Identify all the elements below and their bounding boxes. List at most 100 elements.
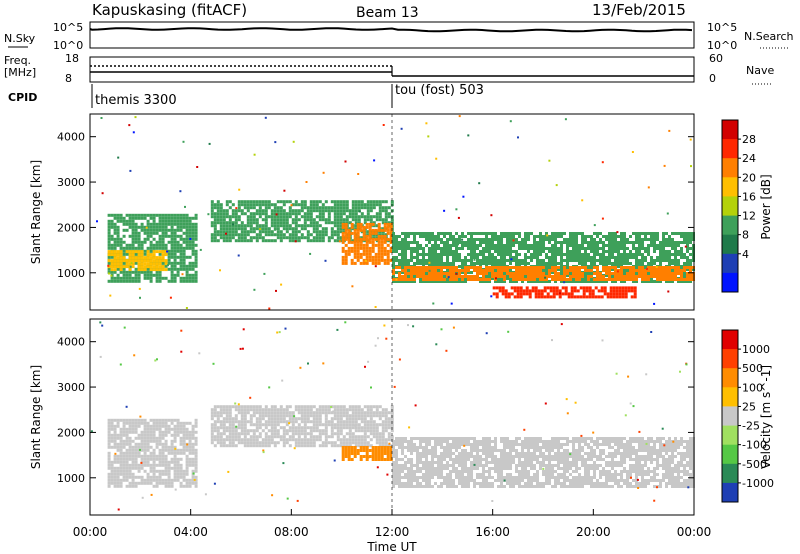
echo-cell (416, 272, 419, 275)
echo-cell (173, 249, 177, 253)
echo-cell (318, 209, 322, 213)
echo-cell (551, 262, 554, 265)
echo-cell (255, 239, 259, 243)
echo-cell (485, 247, 488, 250)
echo-cell (365, 240, 369, 244)
echo-cell (137, 243, 141, 247)
echo-cell (222, 405, 226, 409)
echo-dot (134, 116, 137, 119)
echo-cell (122, 469, 126, 473)
echo-cell (128, 268, 132, 272)
echo-cell (264, 426, 268, 430)
echo-cell (365, 261, 369, 265)
echo-cell (482, 280, 485, 283)
echo-cell (501, 292, 505, 296)
echo-cell (506, 269, 509, 272)
echo-cell (333, 423, 337, 427)
echo-cell (357, 215, 361, 219)
echo-cell (128, 448, 132, 452)
echo-cell (113, 478, 117, 482)
echo-cell (303, 218, 307, 222)
echo-cell (128, 250, 132, 254)
echo-dot (294, 240, 297, 243)
echo-cell (170, 460, 174, 464)
echo-cell (170, 433, 174, 437)
echo-cell (347, 249, 351, 253)
echo-cell (222, 212, 226, 216)
echo-cell (219, 227, 223, 231)
echo-cell (608, 269, 611, 272)
echo-cell (152, 472, 156, 476)
echo-cell (344, 243, 348, 247)
echo-cell (431, 244, 434, 247)
echo-cell (372, 215, 376, 219)
echo-cell (497, 250, 500, 253)
echo-cell (353, 240, 357, 244)
echo-cell (261, 423, 265, 427)
echo-cell (237, 441, 241, 445)
echo-cell (140, 448, 144, 452)
echo-cell (650, 244, 653, 247)
echo-cell (395, 259, 398, 262)
echo-dot (374, 306, 377, 308)
echo-cell (416, 461, 419, 464)
echo-cell (107, 270, 111, 274)
echo-cell (365, 237, 369, 241)
echo-cell (113, 475, 117, 479)
echo-cell (182, 469, 186, 473)
echo-cell (365, 446, 369, 449)
echo-cell (594, 295, 598, 299)
echo-cell (336, 420, 340, 424)
echo-cell (237, 426, 241, 430)
echo-cell (261, 239, 265, 243)
echo-cell (515, 280, 518, 283)
echo-cell (384, 218, 388, 222)
echo-cell (372, 203, 376, 207)
echo-cell (179, 427, 183, 431)
echo-cell (410, 485, 413, 488)
echo-dot (490, 214, 493, 217)
echo-cell (431, 280, 434, 283)
echo-cell (584, 262, 587, 265)
echo-cell (158, 478, 162, 482)
echo-cell (155, 454, 159, 458)
echo-cell (356, 231, 360, 235)
echo-cell (149, 231, 153, 235)
echo-cell (231, 432, 235, 436)
echo-cell (492, 286, 496, 290)
echo-cell (357, 423, 361, 427)
echo-cell (467, 232, 470, 235)
echo-cell (446, 280, 449, 283)
echo-cell (276, 432, 280, 436)
echo-cell (470, 247, 473, 250)
echo-cell (273, 414, 277, 418)
echo-cell (479, 280, 482, 283)
echo-cell (512, 250, 515, 253)
echo-cell (110, 478, 114, 482)
echo-cell (116, 259, 120, 263)
echo-cell (288, 200, 292, 204)
echo-cell (194, 231, 198, 235)
echo-cell (525, 289, 529, 293)
echo-cell (191, 463, 195, 467)
echo-cell (378, 233, 382, 237)
echo-cell (191, 237, 195, 241)
echo-cell (182, 264, 186, 268)
echo-cell (170, 457, 174, 461)
echo-cell (603, 292, 607, 296)
echo-cell (461, 247, 464, 250)
echo-cell (377, 246, 381, 250)
echo-cell (617, 265, 620, 268)
echo-cell (237, 227, 241, 231)
echo-cell (542, 268, 545, 271)
echo-cell (455, 280, 458, 283)
echo-cell (351, 209, 355, 213)
noise-right-tick-top: 10^5 (707, 21, 737, 34)
echo-cell (371, 228, 375, 232)
echo-cell (668, 244, 671, 247)
echo-cell (554, 269, 557, 272)
echo-cell (588, 286, 592, 290)
echo-cell (503, 253, 506, 256)
echo-cell (380, 246, 384, 250)
echo-cell (185, 433, 189, 437)
